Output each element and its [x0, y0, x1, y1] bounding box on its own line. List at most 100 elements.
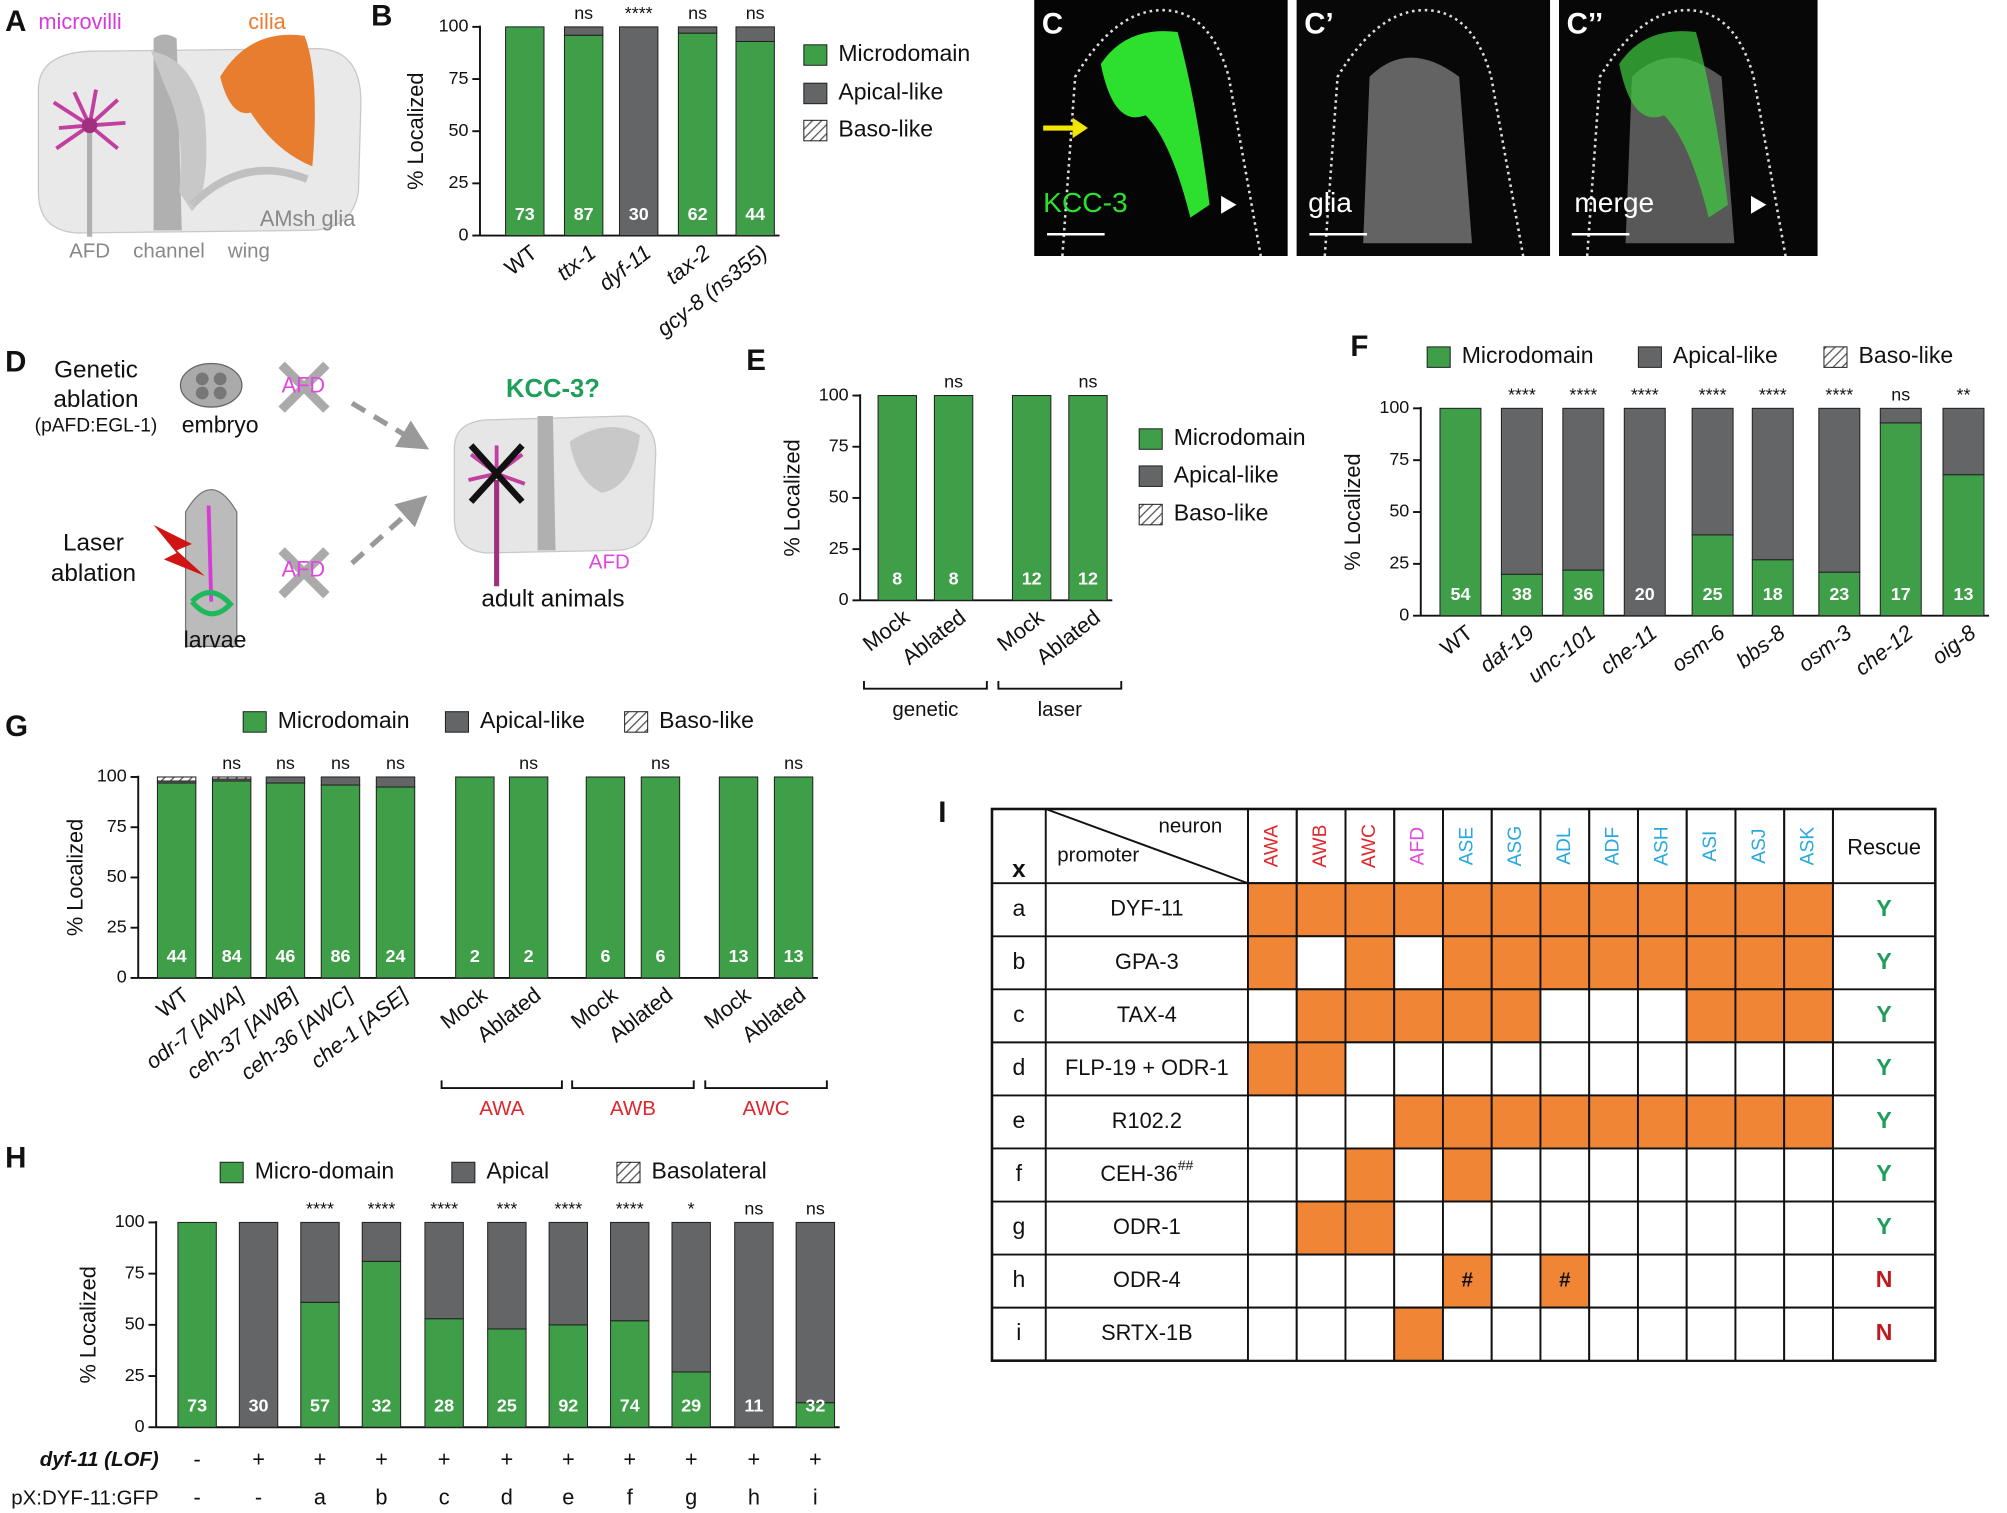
channel-label: glia [1308, 187, 1352, 218]
rescue: Y [1876, 1107, 1891, 1133]
expression-cell [1441, 882, 1493, 938]
y-tick-label: 50 [829, 487, 849, 507]
row-id: e [1012, 1107, 1025, 1133]
x-tick-label: oig-8 [1927, 620, 1981, 669]
bar-segment [320, 784, 361, 979]
expression-cell [1588, 1147, 1639, 1203]
expression-cell [1685, 1253, 1737, 1309]
promoter: DYF-11 [1110, 895, 1183, 920]
promoter: SRTX-1B [1101, 1320, 1192, 1345]
group-label: laser [1038, 698, 1083, 721]
expression-cell [1734, 1094, 1786, 1150]
panel-a-illustration [37, 34, 362, 237]
expression-cell [1685, 1094, 1737, 1150]
y-tick-label: 0 [135, 1416, 145, 1436]
group-label: genetic [892, 698, 958, 721]
bar-segment [375, 776, 416, 788]
promoter-name: TAX-4 [1117, 1002, 1177, 1027]
expression-cell [1734, 1041, 1786, 1097]
significance: **** [1508, 384, 1536, 404]
promoter-superscript: ## [1178, 1157, 1194, 1173]
panel-label: D [5, 345, 26, 378]
promoter-name: DYF-11 [1110, 895, 1183, 920]
n-label: 62 [688, 204, 708, 224]
significance: **** [1631, 384, 1659, 404]
label: microvilli [38, 9, 121, 34]
cell-mark: # [1462, 1269, 1474, 1292]
y-axis-label: % Localized [403, 73, 428, 190]
n-label: 57 [310, 1395, 330, 1415]
expression-cell [1539, 935, 1591, 991]
n-label: 25 [497, 1395, 517, 1415]
bar-segment [375, 786, 416, 979]
n-label: 12 [1022, 569, 1042, 589]
bar-segment [1562, 407, 1605, 571]
expression-cell [1344, 1094, 1396, 1150]
bar-segment [177, 1221, 217, 1428]
x-tick-label: Ablated [1031, 604, 1105, 669]
legend-swatch [624, 711, 649, 733]
label: adult animals [481, 586, 624, 613]
group-bracket [571, 1080, 695, 1089]
n-label: 29 [681, 1395, 701, 1415]
expression-cell [1247, 935, 1298, 991]
expression-cell [1588, 1041, 1639, 1097]
expression-cell [1295, 882, 1347, 938]
promoter-name: ODR-4 [1113, 1267, 1181, 1292]
row-value: + [623, 1446, 636, 1471]
bar-segment [563, 26, 604, 36]
label: ablation [51, 560, 136, 587]
n-label: 2 [524, 946, 534, 966]
bar-segment [735, 26, 775, 42]
y-tick-label: 0 [459, 224, 469, 244]
y-tick-label: 50 [449, 120, 469, 140]
x-tick-label: Ablated [737, 982, 811, 1047]
legend-label: Micro-domain [255, 1158, 395, 1184]
expression-cell [1344, 935, 1396, 991]
bar-segment [156, 782, 197, 979]
bar-segment [618, 26, 659, 237]
expression-cell [1588, 1306, 1639, 1362]
expression-cell [1734, 1306, 1786, 1362]
header-cell: promoter [1057, 844, 1139, 867]
bar-segment [1011, 395, 1052, 601]
bar-segment [933, 395, 974, 601]
n-label: 36 [1573, 584, 1593, 604]
label: AMsh glia [260, 206, 356, 231]
neuron-name: ADF [1603, 827, 1624, 865]
expression-cell [1247, 1041, 1298, 1097]
y-tick-label: 100 [819, 384, 849, 404]
bar-segment [1879, 407, 1922, 424]
n-label: 86 [331, 946, 351, 966]
rescue: N [1876, 1319, 1893, 1345]
legend-swatch [451, 1161, 476, 1184]
row-value: - [193, 1485, 200, 1510]
label: AFD [282, 557, 325, 582]
legend-label: Baso-like [1174, 500, 1269, 526]
neuron-name: AWC [1359, 824, 1380, 868]
legend-label: Baso-like [659, 707, 754, 733]
group-bracket [997, 680, 1123, 690]
expression-cell [1636, 1147, 1688, 1203]
n-label: 84 [222, 946, 242, 966]
legend-swatch [1637, 346, 1662, 368]
bar-segment [1500, 407, 1543, 575]
expression-cell [1295, 1253, 1347, 1309]
label: (pAFD:EGL-1) [35, 415, 158, 436]
expression-cell [1636, 1200, 1688, 1256]
row-value: g [685, 1485, 697, 1510]
x-tick-label: unc-101 [1523, 620, 1600, 688]
n-label: 32 [371, 1395, 391, 1415]
label: ablation [53, 386, 138, 413]
expression-cell [1636, 1306, 1688, 1362]
row-id: h [1012, 1266, 1025, 1292]
expression-cell [1734, 988, 1786, 1044]
expression-cell [1490, 1200, 1542, 1256]
bar-segment [300, 1221, 340, 1303]
row-value: + [375, 1446, 388, 1471]
legend-swatch [803, 44, 828, 66]
expression-cell [1539, 1147, 1591, 1203]
y-tick-label: 25 [829, 538, 849, 558]
significance: **** [1759, 384, 1787, 404]
